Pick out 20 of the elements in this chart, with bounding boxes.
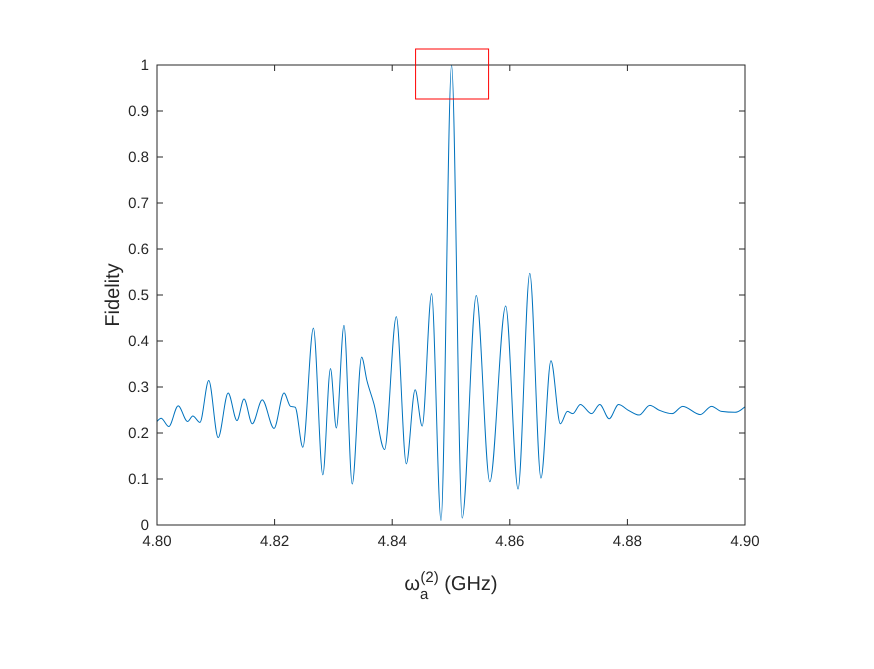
y-tick-label: 0.8	[128, 149, 149, 166]
y-tick-label: 0.5	[128, 287, 149, 304]
y-tick-label: 0.2	[128, 425, 149, 442]
y-tick-label: 0.6	[128, 241, 149, 258]
y-tick-label: 0	[140, 517, 149, 534]
x-tick-label: 4.84	[378, 533, 407, 550]
x-tick-label: 4.88	[612, 533, 642, 550]
y-tick-label: 1	[140, 57, 149, 74]
y-tick-label: 0.3	[128, 379, 149, 396]
x-tick-label: 4.90	[730, 533, 760, 550]
y-tick-label: 0.4	[128, 333, 149, 350]
x-axis-title: ω$_{a}$$^{(2)}$ (GHz)	[404, 568, 498, 602]
y-tick-label: 0.9	[128, 103, 149, 120]
y-tick-label: 0.1	[128, 471, 149, 488]
y-tick-label: 0.7	[128, 195, 149, 212]
y-axis-title: Fidelity	[102, 263, 124, 327]
x-tick-label: 4.86	[495, 533, 524, 550]
line-series	[156, 64, 746, 521]
x-tick-label: 4.82	[260, 533, 290, 550]
x-tick-label: 4.80	[142, 533, 172, 550]
